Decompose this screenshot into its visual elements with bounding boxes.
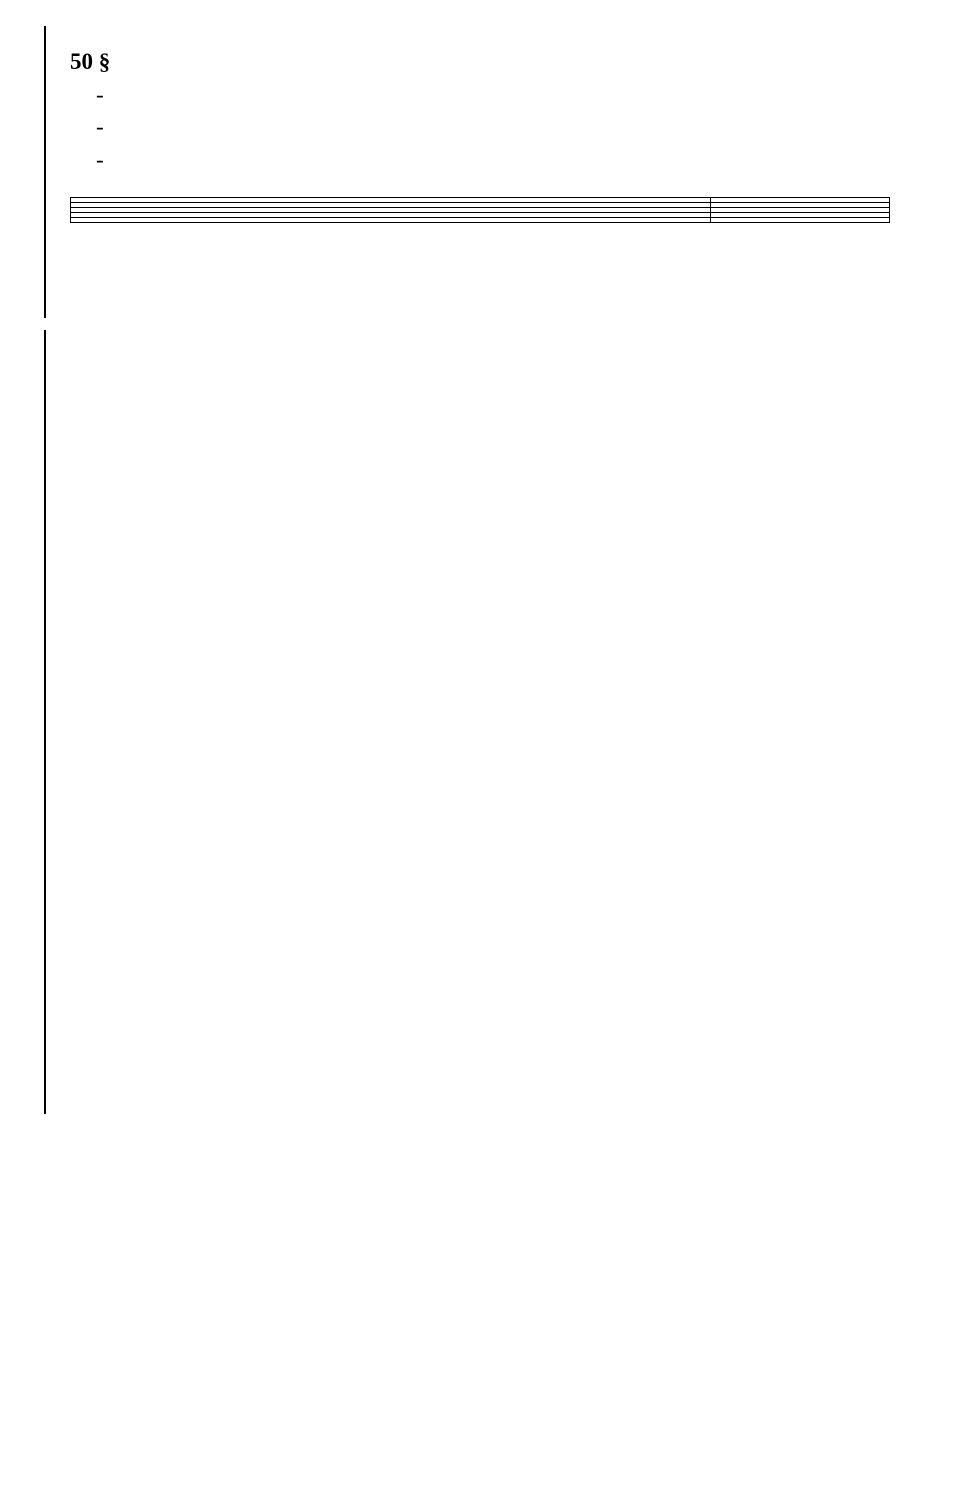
dash-icon: - — [96, 111, 110, 144]
table-cell — [711, 217, 890, 222]
revision-bar — [44, 330, 46, 1114]
table-cell — [71, 217, 711, 222]
list-item: - — [96, 79, 890, 112]
section-number: 50 § — [70, 49, 110, 74]
list-item: - — [96, 144, 890, 177]
table-row — [71, 217, 890, 222]
list-item: - — [96, 111, 890, 144]
revision-bar — [44, 26, 46, 318]
paragraph-section-lead: 50 § — [70, 46, 890, 79]
document-page: 50 § - - - — [0, 0, 960, 1501]
dash-list: - - - — [70, 79, 890, 177]
interval-table — [70, 197, 890, 223]
dash-icon: - — [96, 79, 110, 112]
dash-icon: - — [96, 144, 110, 177]
